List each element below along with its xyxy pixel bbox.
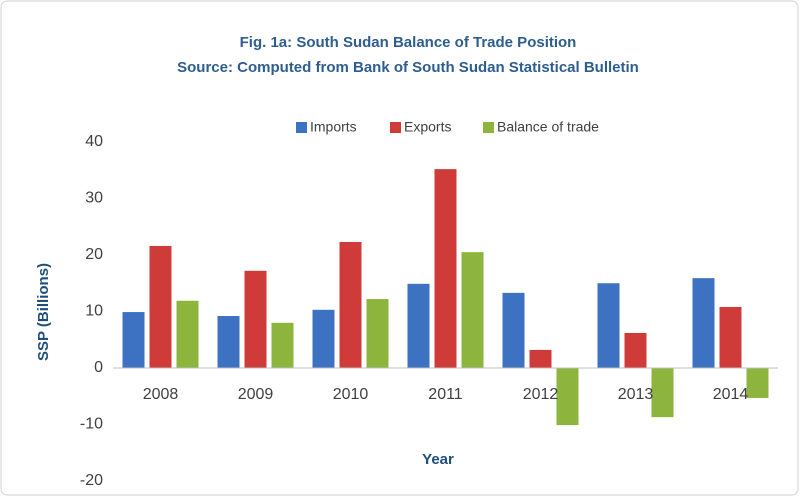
bar xyxy=(312,309,335,368)
legend-label: Imports xyxy=(310,119,357,135)
bar xyxy=(719,306,742,368)
bar xyxy=(692,278,715,368)
y-tick-label: 20 xyxy=(85,246,103,263)
bar xyxy=(366,299,389,368)
x-tick-label: 2011 xyxy=(428,386,463,403)
legend-label: Exports xyxy=(404,119,451,135)
y-tick-label: 10 xyxy=(85,303,103,320)
legend-swatch xyxy=(390,122,401,133)
y-axis-title: SSP (Billions) xyxy=(35,263,52,361)
x-tick-label: 2012 xyxy=(523,386,559,403)
chart-title: Fig. 1a: South Sudan Balance of Trade Po… xyxy=(240,34,577,51)
bar xyxy=(502,292,525,368)
bar xyxy=(217,316,240,368)
bar xyxy=(407,283,430,368)
bar xyxy=(271,322,294,368)
y-tick-label: 40 xyxy=(85,133,103,150)
x-tick-label: 2010 xyxy=(333,386,369,403)
y-tick-label: 30 xyxy=(85,190,103,207)
bar xyxy=(597,283,620,368)
legend-swatch xyxy=(483,122,494,133)
bar xyxy=(529,349,552,368)
bar xyxy=(244,270,267,368)
bar xyxy=(461,252,484,368)
bar xyxy=(624,332,647,368)
x-tick-label: 2009 xyxy=(238,386,274,403)
bar xyxy=(176,300,199,368)
y-tick-label: -10 xyxy=(80,416,103,433)
bar xyxy=(122,312,145,368)
bar xyxy=(651,368,674,418)
bar xyxy=(746,368,769,398)
bar xyxy=(556,368,579,426)
legend-swatch xyxy=(296,122,307,133)
chart-subtitle: Source: Computed from Bank of South Suda… xyxy=(177,59,639,76)
bar xyxy=(339,242,362,368)
bar xyxy=(434,169,457,368)
x-axis-title: Year xyxy=(422,451,454,468)
bar xyxy=(149,245,172,368)
x-tick-label: 2008 xyxy=(143,386,179,403)
x-tick-label: 2014 xyxy=(713,386,749,403)
y-tick-label: -20 xyxy=(80,472,103,489)
y-tick-label: 0 xyxy=(94,359,103,376)
legend-label: Balance of trade xyxy=(497,119,599,135)
x-tick-label: 2013 xyxy=(618,386,654,403)
